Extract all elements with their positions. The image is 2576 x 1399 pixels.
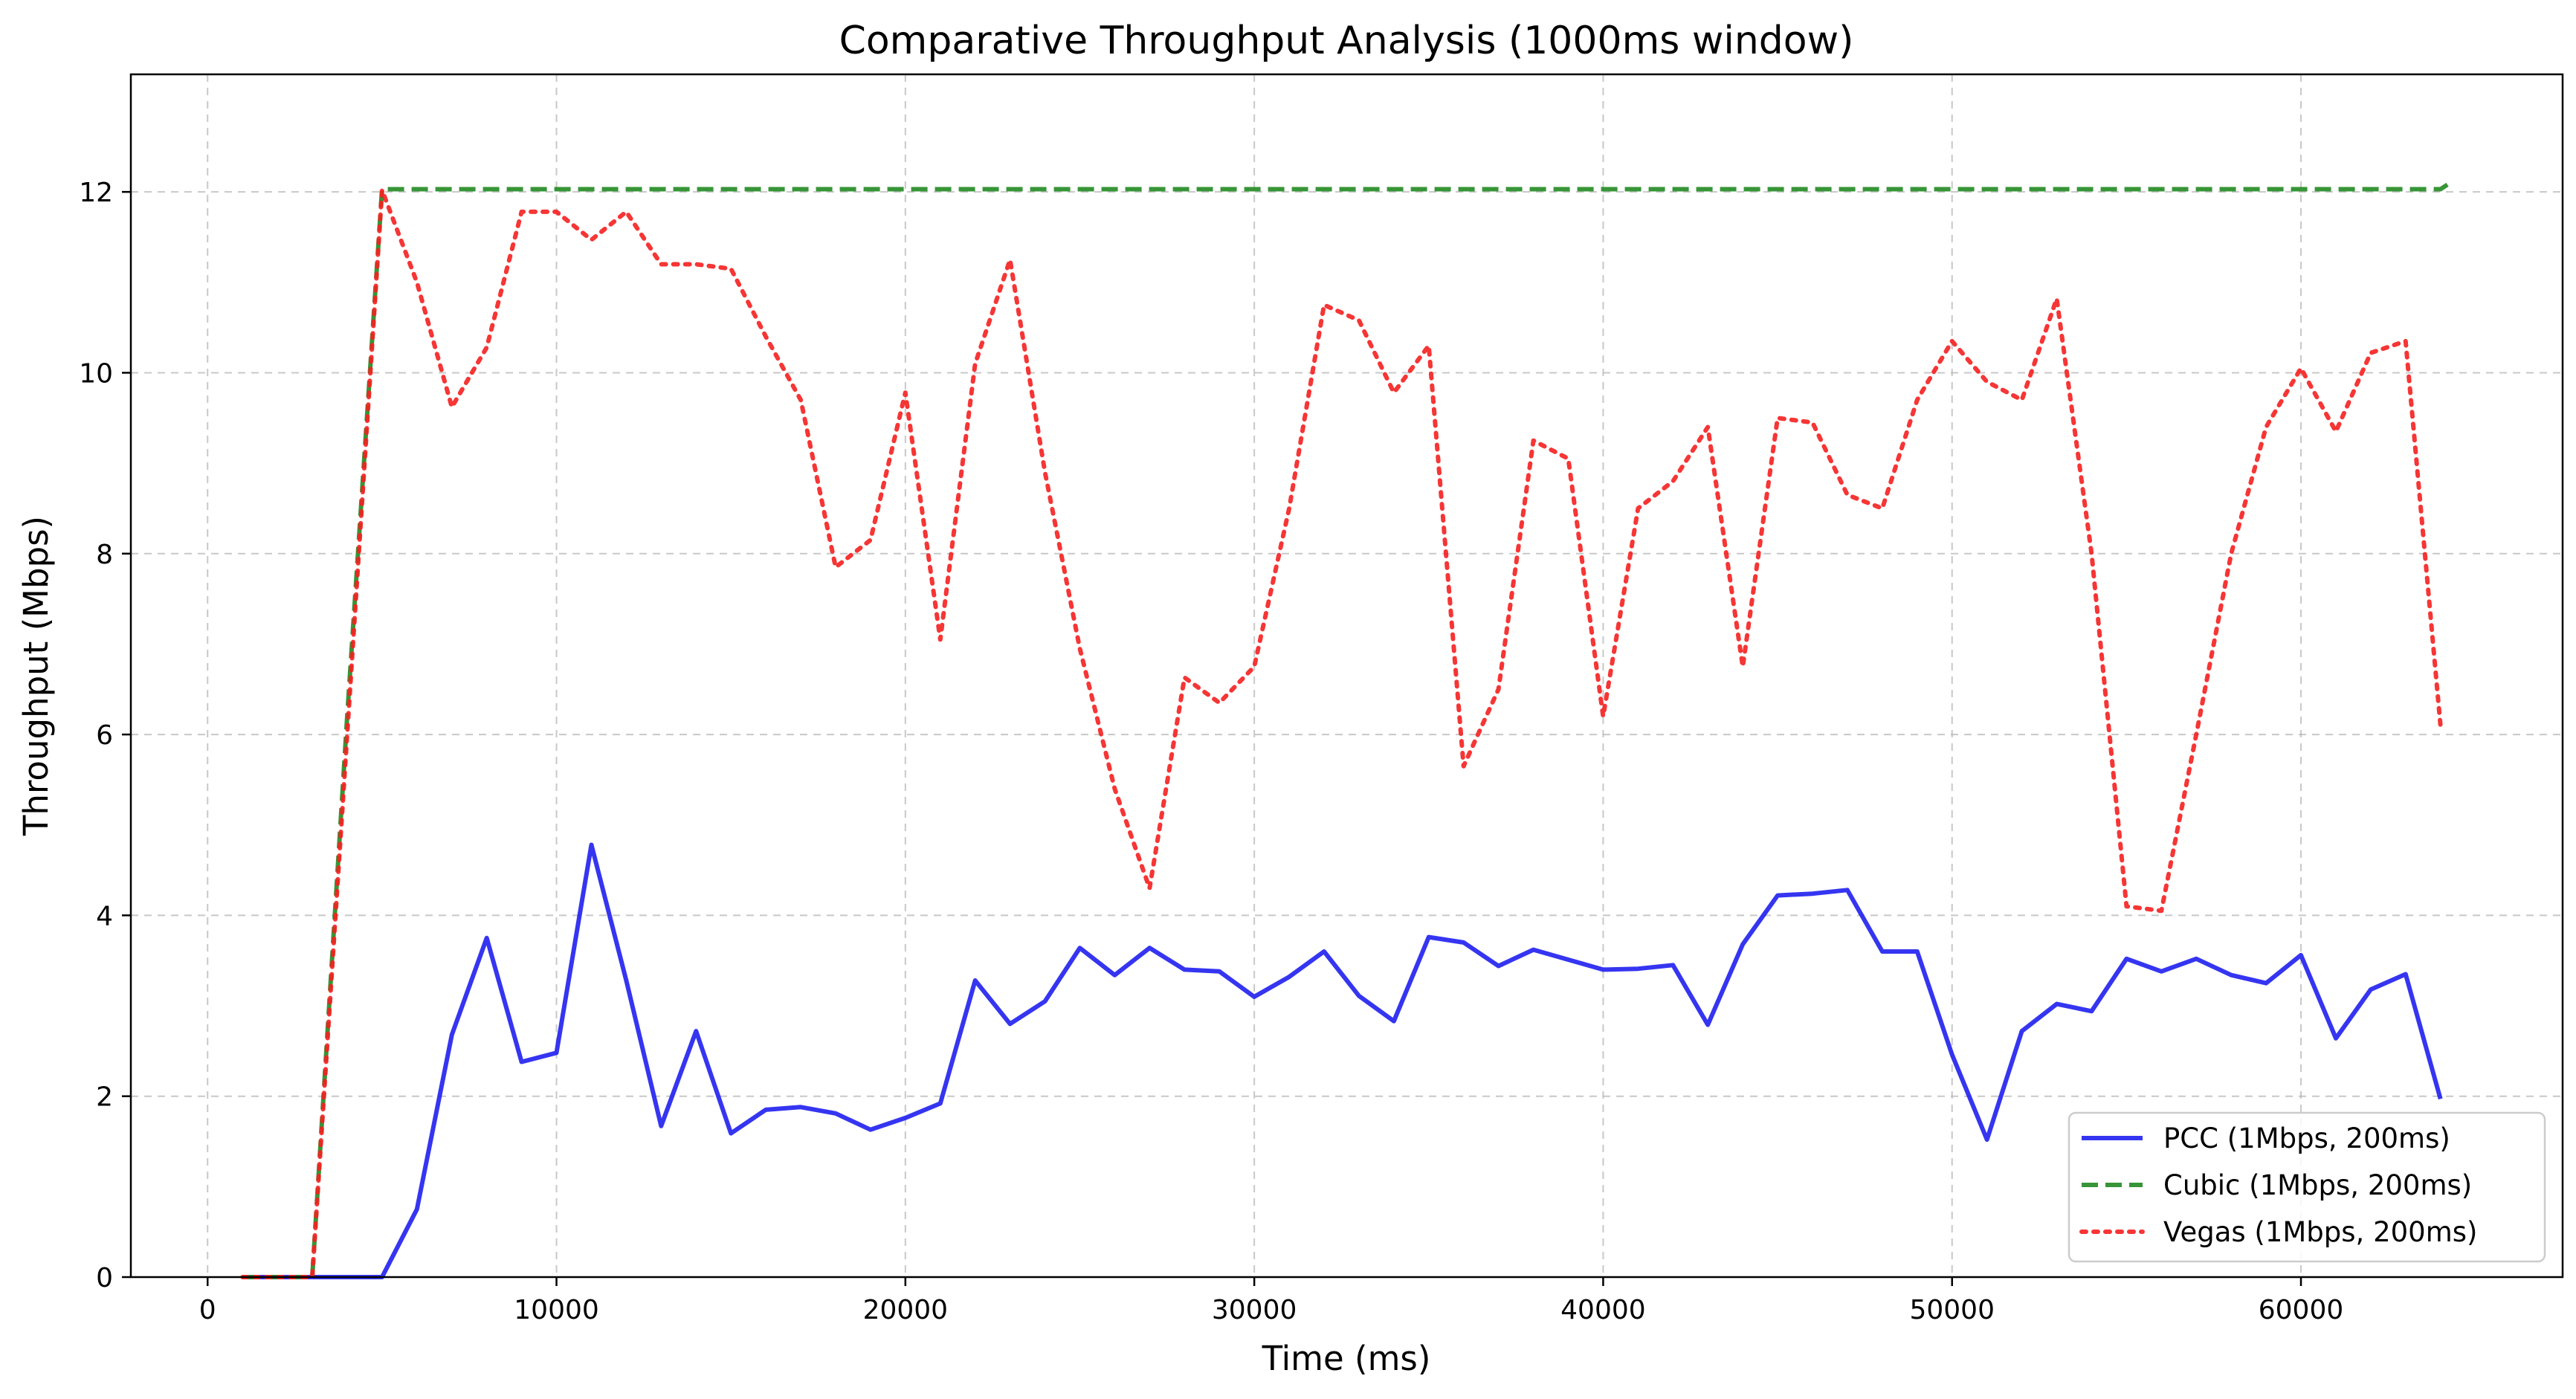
y-axis-label: Throughput (Mbps) (16, 516, 56, 836)
y-tick-label: 6 (96, 720, 113, 751)
y-tick-label: 12 (79, 178, 113, 208)
x-tick-label: 60000 (2259, 1295, 2344, 1325)
data-series (240, 182, 2449, 1279)
y-tick-label: 8 (96, 540, 113, 570)
x-axis-label: Time (ms) (1262, 1339, 1431, 1378)
x-tick-label: 50000 (1909, 1295, 1995, 1325)
x-tick-label: 10000 (514, 1295, 599, 1325)
x-tick-label: 20000 (863, 1295, 949, 1325)
legend-box (2067, 1111, 2546, 1263)
series-line-1 (242, 842, 2443, 1279)
y-tick-label: 10 (79, 358, 113, 389)
chart-title: Comparative Throughput Analysis (1000ms … (839, 19, 1854, 63)
series-line-3 (240, 187, 2443, 1279)
plot-frame (129, 73, 2564, 1279)
legend: PCC (1Mbps, 200ms) Cubic (1Mbps, 200ms) Ve… (2067, 1111, 2546, 1263)
y-tick-label: 2 (96, 1082, 113, 1113)
x-tick-label: 0 (199, 1295, 216, 1325)
series-line-2 (242, 182, 2449, 1279)
legend-label-3: Vegas (1Mbps, 200ms) (2163, 1216, 2477, 1248)
x-tick-label: 40000 (1560, 1295, 1646, 1325)
legend-label-1: PCC (1Mbps, 200ms) (2163, 1122, 2450, 1154)
legend-label-2: Cubic (1Mbps, 200ms) (2163, 1169, 2472, 1201)
y-tick-label: 0 (96, 1263, 113, 1293)
x-tick-label: 30000 (1212, 1295, 1297, 1325)
axis-ticks: 0 10000 20000 30000 40000 50000 60000 0 2 4 6 8 10 12 (79, 178, 2343, 1325)
y-tick-label: 4 (96, 901, 113, 931)
